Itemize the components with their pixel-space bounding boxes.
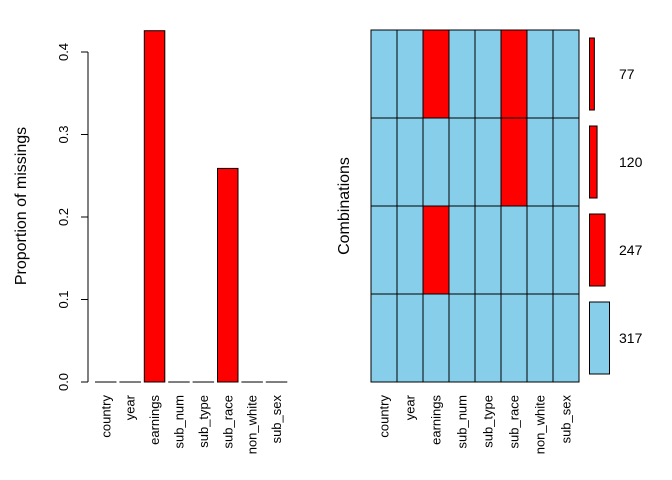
cell-sub_sex-observed xyxy=(552,29,580,119)
x-tick-label: country xyxy=(377,395,392,438)
cell-sub_num-observed xyxy=(448,293,476,383)
cell-non_white-observed xyxy=(526,29,554,119)
cell-year-observed xyxy=(396,29,424,119)
cell-non_white-observed xyxy=(526,293,554,383)
combination-count-label: 317 xyxy=(619,330,643,346)
x-tick-label: country xyxy=(98,395,113,438)
cell-sub_num-observed xyxy=(448,117,476,207)
cell-year-observed xyxy=(396,205,424,295)
cell-sub_race-observed xyxy=(500,293,528,383)
x-tick-label: sub_sex xyxy=(269,395,284,444)
cell-sub_type-observed xyxy=(474,29,502,119)
x-tick-label: sub_race xyxy=(220,395,235,448)
y-tick-label: 0.4 xyxy=(56,43,71,61)
y-tick-label: 0.1 xyxy=(56,290,71,308)
cell-sub_sex-observed xyxy=(552,293,580,383)
x-tick-label: sub_type xyxy=(196,395,211,448)
bar-earnings xyxy=(143,30,166,383)
cell-sub_race-observed xyxy=(500,205,528,295)
x-tick-label: non_white xyxy=(533,395,548,454)
cell-country-observed xyxy=(370,117,398,207)
x-tick-label: sub_type xyxy=(481,395,496,448)
y-tick-label: 0.3 xyxy=(56,125,71,143)
combination-count-label: 247 xyxy=(619,242,643,258)
combination-count-bar xyxy=(589,301,610,375)
cell-sub_type-observed xyxy=(474,293,502,383)
combinations-plot: 77 120 247 317 country year earnings sub_num sub… xyxy=(370,29,643,454)
cell-sub_sex-observed xyxy=(552,205,580,295)
cell-earnings-observed xyxy=(422,293,450,383)
x-tick-label: earnings xyxy=(429,395,444,445)
cell-sub_num-observed xyxy=(448,205,476,295)
y-tick-label: 0.0 xyxy=(56,373,71,391)
right-y-axis-label: Combinations xyxy=(336,157,353,255)
x-tick-label: sub_sex xyxy=(559,395,574,444)
combination-count-bar xyxy=(589,37,595,111)
cell-sub_num-observed xyxy=(448,29,476,119)
cell-earnings-observed xyxy=(422,117,450,207)
cell-non_white-observed xyxy=(526,205,554,295)
cell-year-observed xyxy=(396,117,424,207)
combination-count-bar xyxy=(589,125,598,199)
cell-country-observed xyxy=(370,29,398,119)
cell-country-observed xyxy=(370,205,398,295)
x-tick-label: sub_num xyxy=(171,395,186,448)
cell-non_white-observed xyxy=(526,117,554,207)
cell-year-observed xyxy=(396,293,424,383)
x-tick-label: year xyxy=(123,394,138,420)
combination-count-label: 120 xyxy=(619,154,643,170)
y-tick-label: 0.2 xyxy=(56,208,71,226)
cell-sub_race-missing xyxy=(500,29,528,119)
x-tick-label: non_white xyxy=(245,395,260,454)
combination-count-label: 77 xyxy=(619,66,635,82)
combination-count-bar xyxy=(589,213,606,287)
bar-sub_race xyxy=(217,167,239,383)
cell-sub_sex-observed xyxy=(552,117,580,207)
x-tick-label: sub_num xyxy=(455,395,470,448)
cell-earnings-missing xyxy=(422,29,450,119)
x-tick-label: year xyxy=(403,394,418,420)
proportion-missing-barplot: 0.0 0.1 0.2 0.3 0.4 country year earnings sub_nu… xyxy=(56,30,288,454)
x-tick-label: sub_race xyxy=(507,395,522,448)
cell-earnings-missing xyxy=(422,205,450,295)
cell-country-observed xyxy=(370,293,398,383)
cell-sub_race-missing xyxy=(500,117,528,207)
left-y-axis-label: Proportion of missings xyxy=(13,127,30,285)
x-tick-label: earnings xyxy=(147,395,162,445)
cell-sub_type-observed xyxy=(474,117,502,207)
cell-sub_type-observed xyxy=(474,205,502,295)
